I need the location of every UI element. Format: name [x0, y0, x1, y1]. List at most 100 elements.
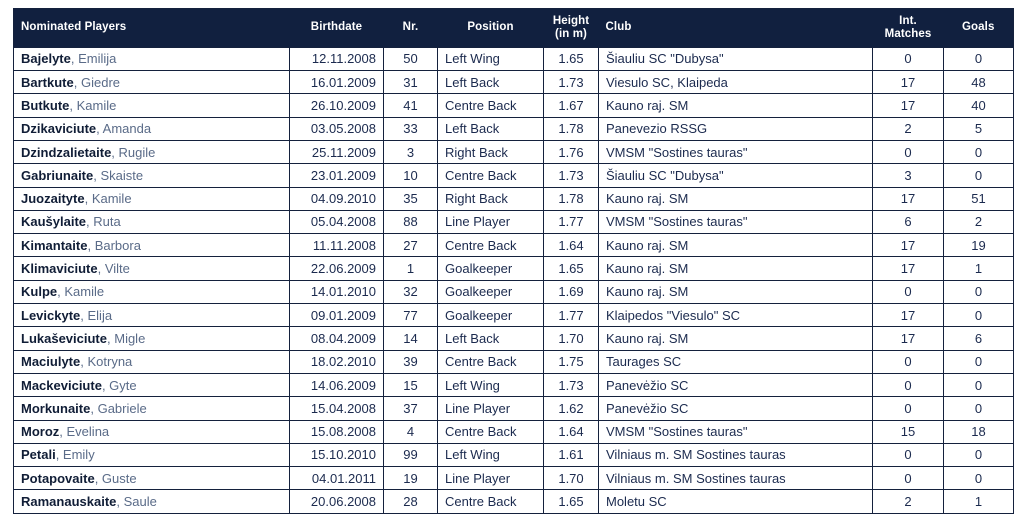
- cell-club: Vilniaus m. SM Sostines tauras: [598, 442, 873, 468]
- table-row: Lukaševiciute, Migle 08.04.2009 14 Left Bac…: [13, 326, 1014, 351]
- cell-birthdate: 20.06.2008: [289, 489, 384, 514]
- player-last-name: Mackeviciute: [21, 377, 102, 393]
- cell-position: Centre Back: [437, 489, 544, 514]
- cell-height: 1.73: [543, 70, 599, 95]
- cell-number: 88: [383, 209, 438, 235]
- cell-number: 41: [383, 93, 438, 118]
- table-row: Juozaityte, Kamile 04.09.2010 35 Right Back…: [13, 186, 1014, 211]
- cell-height: 1.62: [543, 396, 599, 421]
- player-first-name: Barbora: [94, 237, 141, 253]
- cell-number: 4: [383, 419, 438, 444]
- cell-height: 1.65: [543, 256, 599, 281]
- cell-number: 37: [383, 396, 438, 421]
- cell-club: Panevėžio SC: [598, 396, 873, 421]
- cell-club: Vilniaus m. SM Sostines tauras: [598, 466, 873, 491]
- table-header: Nominated Players Birthdate Nr. Position…: [13, 8, 1014, 48]
- player-name-separator: ,: [93, 167, 101, 183]
- table-row: Levickyte, Elija 09.01.2009 77 Goalkeeper 1.…: [13, 303, 1014, 328]
- cell-club: Panevezio RSSG: [598, 116, 873, 141]
- table-row: Ramanauskaite, Saule 20.06.2008 28 Centre B…: [13, 489, 1014, 514]
- player-name-separator: ,: [57, 284, 65, 300]
- player-first-name: Emilija: [78, 51, 117, 67]
- table-row: Bajelyte, Emilija 12.11.2008 50 Left Wing 1.…: [13, 46, 1014, 72]
- cell-height: 1.69: [543, 279, 599, 305]
- column-header-int-matches: Int. Matches: [873, 9, 944, 48]
- column-header-matches-line2: Matches: [884, 27, 932, 40]
- table-row: Kulpe, Kamile 14.01.2010 32 Goalkeeper 1.69 K…: [13, 279, 1014, 305]
- player-name-separator: ,: [80, 307, 88, 323]
- cell-height: 1.70: [543, 326, 599, 351]
- cell-birthdate: 25.11.2009: [289, 139, 384, 165]
- player-first-name: Gyte: [109, 377, 137, 393]
- cell-height: 1.77: [543, 209, 599, 235]
- cell-number: 77: [383, 303, 438, 328]
- cell-number: 28: [383, 489, 438, 514]
- cell-goals: 0: [943, 279, 1014, 305]
- column-header-name: Nominated Players: [21, 21, 127, 34]
- cell-club: Kauno raj. SM: [598, 233, 873, 258]
- cell-number: 1: [383, 256, 438, 281]
- cell-birthdate: 11.11.2008: [289, 233, 384, 258]
- cell-position: Right Back: [437, 186, 544, 211]
- table-row: Klimaviciute, Vilte 22.06.2009 1 Goalkeeper…: [13, 256, 1014, 281]
- cell-number: 14: [383, 326, 438, 351]
- cell-birthdate: 12.11.2008: [289, 46, 384, 72]
- table-row: Dzikaviciute, Amanda 03.05.2008 33 Left Bac…: [13, 116, 1014, 141]
- cell-birthdate: 04.09.2010: [289, 186, 384, 211]
- cell-player-name: Maciulyte, Kotryna: [13, 349, 290, 374]
- cell-club: Kauno raj. SM: [598, 186, 873, 211]
- player-first-name: Kamile: [64, 284, 105, 300]
- cell-int-matches: 17: [872, 93, 944, 118]
- player-last-name: Levickyte: [21, 307, 81, 323]
- player-last-name: Kimantaite: [21, 237, 88, 253]
- cell-birthdate: 14.06.2009: [289, 372, 384, 398]
- cell-player-name: Kimantaite, Barbora: [13, 233, 290, 258]
- player-last-name: Bartkute: [21, 74, 74, 90]
- player-first-name: Vilte: [104, 261, 130, 277]
- player-name-separator: ,: [84, 191, 92, 207]
- cell-birthdate: 15.04.2008: [289, 396, 384, 421]
- player-name-separator: ,: [107, 330, 115, 346]
- table-row: Morkunaite, Gabriele 15.04.2008 37 Line Pla…: [13, 396, 1014, 421]
- column-header-club: Club: [605, 21, 632, 34]
- cell-height: 1.73: [543, 163, 599, 188]
- cell-player-name: Potapovaite, Guste: [13, 466, 290, 491]
- cell-int-matches: 3: [872, 163, 944, 188]
- column-header-position: Position: [467, 21, 514, 34]
- player-first-name: Emily: [62, 447, 95, 463]
- player-first-name: Ruta: [93, 214, 121, 230]
- cell-int-matches: 0: [872, 279, 944, 305]
- player-name-separator: ,: [80, 354, 88, 370]
- cell-player-name: Bajelyte, Emilija: [13, 46, 290, 72]
- cell-position: Goalkeeper: [437, 279, 544, 305]
- cell-int-matches: 17: [872, 70, 944, 95]
- cell-int-matches: 0: [872, 466, 944, 491]
- cell-birthdate: 09.01.2009: [289, 303, 384, 328]
- cell-birthdate: 26.10.2009: [289, 93, 384, 118]
- cell-goals: 19: [943, 233, 1014, 258]
- table-row: Butkute, Kamile 26.10.2009 41 Centre Back 1.…: [13, 93, 1014, 118]
- cell-number: 3: [383, 139, 438, 165]
- table-header-row: Nominated Players Birthdate Nr. Position…: [13, 8, 1014, 48]
- player-first-name: Gabriele: [97, 400, 147, 416]
- cell-goals: 1: [943, 256, 1014, 281]
- table-row: Maciulyte, Kotryna 18.02.2010 39 Centre Bac…: [13, 349, 1014, 374]
- player-first-name: Rugile: [118, 144, 156, 160]
- column-header-height-line2: (in m): [555, 27, 587, 40]
- cell-height: 1.78: [543, 116, 599, 141]
- cell-int-matches: 0: [872, 372, 944, 398]
- player-last-name: Juozaityte: [21, 191, 85, 207]
- player-name-separator: ,: [59, 424, 67, 440]
- player-last-name: Gabriunaite: [21, 167, 94, 183]
- cell-position: Left Back: [437, 116, 544, 141]
- cell-int-matches: 0: [872, 46, 944, 72]
- player-name-separator: ,: [86, 214, 94, 230]
- cell-club: Kauno raj. SM: [598, 93, 873, 118]
- cell-int-matches: 0: [872, 139, 944, 165]
- cell-goals: 0: [943, 46, 1014, 72]
- cell-player-name: Petali, Emily: [13, 442, 290, 468]
- cell-player-name: Morkunaite, Gabriele: [13, 396, 290, 421]
- cell-number: 31: [383, 70, 438, 95]
- cell-goals: 2: [943, 209, 1014, 235]
- cell-player-name: Kaušylaite, Ruta: [13, 209, 290, 235]
